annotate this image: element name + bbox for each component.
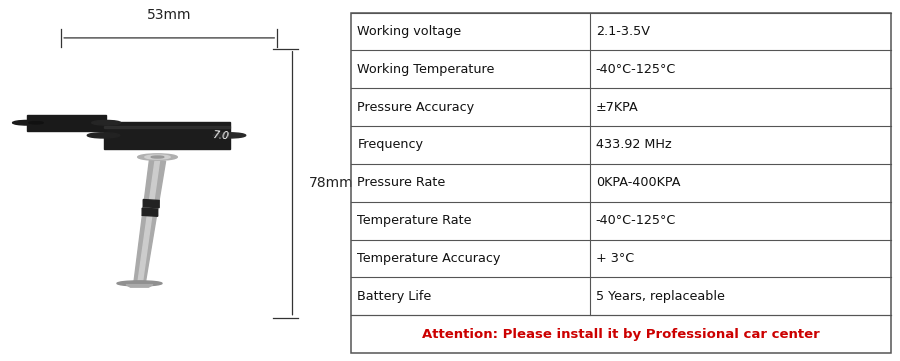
Bar <box>104 122 230 149</box>
Bar <box>27 115 106 131</box>
Text: ±7KPA: ±7KPA <box>596 101 639 114</box>
Bar <box>104 126 230 129</box>
Text: Pressure Accuracy: Pressure Accuracy <box>357 101 474 114</box>
Text: -40°C-125°C: -40°C-125°C <box>596 214 676 227</box>
Ellipse shape <box>13 121 41 125</box>
Polygon shape <box>134 160 166 284</box>
Polygon shape <box>138 161 159 283</box>
Ellipse shape <box>29 122 43 124</box>
Text: Working Temperature: Working Temperature <box>357 63 495 76</box>
Polygon shape <box>142 208 157 216</box>
Text: Working voltage: Working voltage <box>357 25 462 38</box>
Text: Frequency: Frequency <box>357 139 423 152</box>
Text: 0KPA-400KPA: 0KPA-400KPA <box>596 176 680 189</box>
Polygon shape <box>126 285 153 287</box>
Text: Battery Life: Battery Life <box>357 290 432 303</box>
Ellipse shape <box>87 133 120 138</box>
Text: 7.0: 7.0 <box>212 130 230 141</box>
Ellipse shape <box>151 156 164 158</box>
Text: + 3°C: + 3°C <box>596 252 634 265</box>
Ellipse shape <box>213 133 246 138</box>
Text: -40°C-125°C: -40°C-125°C <box>596 63 676 76</box>
Text: 5 Years, replaceable: 5 Years, replaceable <box>596 290 725 303</box>
Ellipse shape <box>117 281 162 286</box>
Text: 53mm: 53mm <box>147 8 192 22</box>
Text: 433.92 MHz: 433.92 MHz <box>596 139 671 152</box>
Text: Temperature Rate: Temperature Rate <box>357 214 472 227</box>
Text: 2.1-3.5V: 2.1-3.5V <box>596 25 650 38</box>
Ellipse shape <box>138 154 177 160</box>
Ellipse shape <box>145 155 170 159</box>
Bar <box>351 13 891 353</box>
Text: Temperature Accuracy: Temperature Accuracy <box>357 252 500 265</box>
Text: 78mm: 78mm <box>309 176 354 190</box>
Polygon shape <box>143 200 159 208</box>
Text: Attention: Please install it by Professional car center: Attention: Please install it by Professi… <box>422 327 820 341</box>
Text: Pressure Rate: Pressure Rate <box>357 176 446 189</box>
Ellipse shape <box>92 121 121 125</box>
